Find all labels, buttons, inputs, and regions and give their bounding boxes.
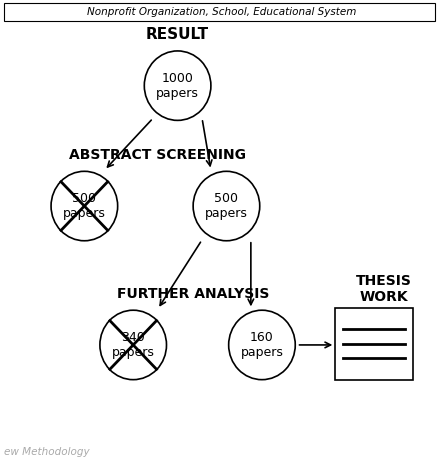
Circle shape	[193, 171, 260, 241]
Text: RESULT: RESULT	[146, 27, 209, 42]
Circle shape	[100, 310, 166, 380]
Circle shape	[229, 310, 295, 380]
Text: 160
papers: 160 papers	[241, 331, 283, 359]
Text: ew Methodology: ew Methodology	[4, 447, 90, 457]
Text: 340
papers: 340 papers	[112, 331, 155, 359]
Text: FURTHER ANALYSIS: FURTHER ANALYSIS	[117, 287, 270, 301]
Text: Nonprofit Organization, School, Educational System: Nonprofit Organization, School, Educatio…	[87, 7, 357, 17]
Text: 1000
papers: 1000 papers	[156, 72, 199, 100]
FancyBboxPatch shape	[4, 3, 435, 21]
Text: ABSTRACT SCREENING: ABSTRACT SCREENING	[69, 148, 246, 162]
Text: 500
papers: 500 papers	[63, 192, 106, 220]
Circle shape	[51, 171, 118, 241]
Text: THESIS
WORK: THESIS WORK	[356, 274, 412, 305]
FancyBboxPatch shape	[335, 308, 413, 380]
Text: 500
papers: 500 papers	[205, 192, 248, 220]
Circle shape	[144, 51, 211, 120]
